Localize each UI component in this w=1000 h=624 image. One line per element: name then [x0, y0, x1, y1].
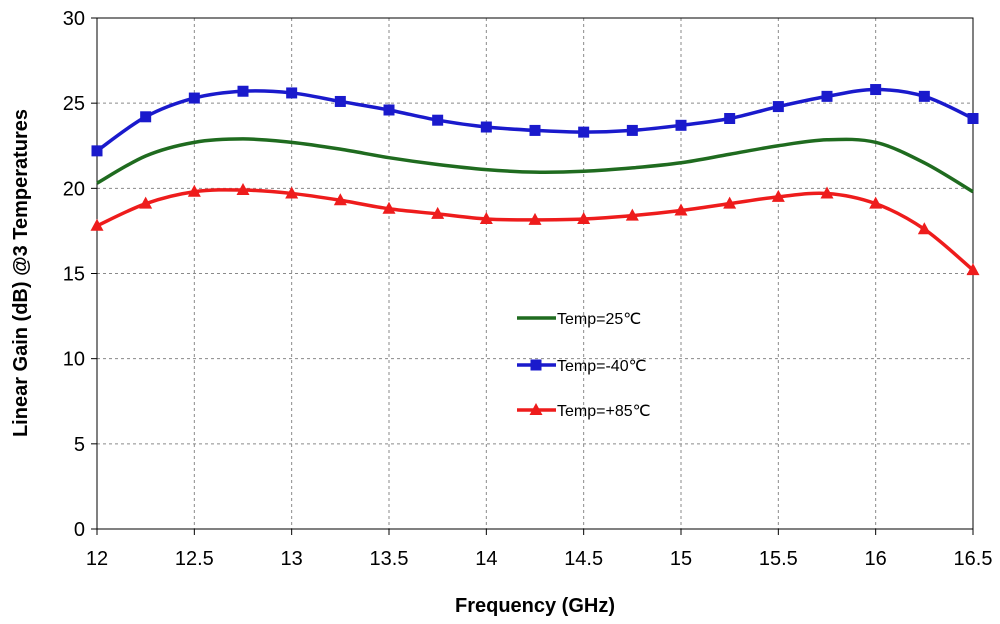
- data-point: [625, 208, 639, 221]
- data-point: [286, 87, 298, 99]
- data-point: [188, 92, 200, 104]
- data-point: [674, 203, 688, 216]
- y-axis-title: Linear Gain (dB) @3 Temperatures: [10, 109, 32, 437]
- x-axis-title: Frequency (GHz): [455, 595, 615, 617]
- legend-marker: [530, 359, 542, 371]
- y-axis-ticks: 0 5 10 15 20 25 30: [63, 8, 97, 541]
- data-point: [966, 263, 980, 276]
- data-point: [479, 211, 493, 224]
- data-point: [91, 145, 103, 157]
- data-point: [723, 196, 737, 209]
- data-point: [821, 90, 833, 102]
- data-point: [432, 114, 444, 126]
- y-tick-label: 15: [63, 264, 85, 286]
- data-point: [578, 126, 590, 138]
- legend-marker: [529, 403, 543, 415]
- data-point: [139, 196, 153, 209]
- data-point: [382, 201, 396, 214]
- data-point: [870, 84, 882, 96]
- y-tick-label: 0: [74, 519, 85, 541]
- legend: Temp=25℃ Temp=-40℃ Temp=+85℃: [517, 311, 651, 420]
- legend-label: Temp=-40℃: [557, 358, 647, 375]
- series-red: [90, 183, 980, 276]
- data-point: [187, 184, 201, 197]
- series-line: [96, 137, 974, 194]
- data-point: [333, 193, 347, 206]
- x-tick-label: 12.5: [175, 548, 214, 570]
- x-tick-label: 12: [86, 548, 108, 570]
- series-line: [96, 188, 975, 272]
- data-point: [334, 95, 346, 107]
- data-point: [577, 211, 591, 224]
- series-green: [96, 137, 974, 194]
- y-tick-label: 25: [63, 93, 85, 115]
- y-tick-label: 30: [63, 8, 85, 30]
- data-point: [724, 112, 736, 124]
- legend-label: Temp=+85℃: [557, 403, 651, 420]
- x-tick-label: 14.5: [564, 548, 603, 570]
- data-point: [967, 112, 979, 124]
- data-point: [90, 218, 104, 231]
- x-tick-label: 15.5: [759, 548, 798, 570]
- legend-item: Temp=25℃: [517, 311, 641, 328]
- x-tick-label: 13: [281, 548, 303, 570]
- data-point: [236, 183, 250, 196]
- y-tick-label: 5: [74, 434, 85, 456]
- data-point: [869, 196, 883, 209]
- y-tick-label: 20: [63, 178, 85, 200]
- series-line: [95, 87, 974, 153]
- data-point: [237, 85, 249, 97]
- x-tick-label: 15: [670, 548, 692, 570]
- legend-item: Temp=+85℃: [517, 403, 651, 420]
- data-point: [675, 119, 687, 131]
- data-point: [772, 101, 784, 113]
- data-point: [383, 104, 395, 116]
- y-tick-label: 10: [63, 349, 85, 371]
- data-point: [917, 222, 931, 235]
- x-tick-label: 16: [865, 548, 887, 570]
- x-axis-ticks: 12 12.5 13 13.5 14 14.5 15 15.5 16 16.5: [86, 529, 993, 570]
- x-tick-label: 13.5: [370, 548, 409, 570]
- data-point: [285, 186, 299, 199]
- data-point: [528, 212, 542, 225]
- data-point: [431, 206, 445, 219]
- x-tick-label: 14: [475, 548, 497, 570]
- x-tick-label: 16.5: [954, 548, 993, 570]
- data-point: [480, 121, 492, 133]
- data-point: [140, 111, 152, 123]
- legend-item: Temp=-40℃: [517, 358, 647, 375]
- legend-label: Temp=25℃: [557, 311, 641, 328]
- data-point: [626, 124, 638, 136]
- data-point: [820, 186, 834, 199]
- series: [90, 84, 980, 276]
- data-point: [918, 90, 930, 102]
- series-blue: [91, 84, 979, 157]
- data-point: [529, 124, 541, 136]
- data-point: [771, 189, 785, 202]
